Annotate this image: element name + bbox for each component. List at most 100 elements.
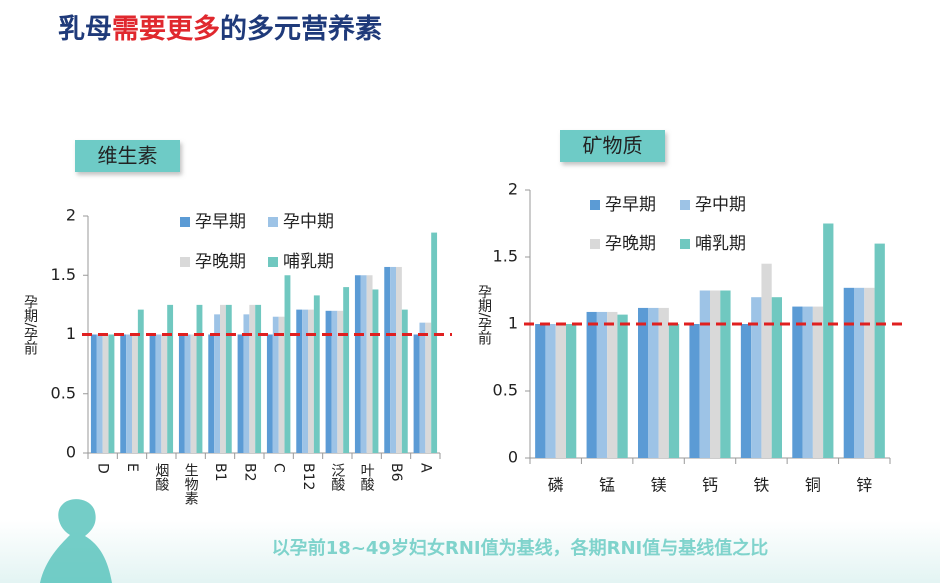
bar xyxy=(843,287,854,458)
legend-label: 孕晚期 xyxy=(605,234,656,254)
x-tick-label: E xyxy=(124,463,140,472)
bar xyxy=(155,334,162,453)
bar xyxy=(284,275,291,453)
y-tick-label: 0 xyxy=(508,448,518,467)
legend-swatch xyxy=(680,239,690,249)
x-tick-label: B2 xyxy=(241,463,257,482)
bar xyxy=(249,304,256,453)
x-tick-label: D xyxy=(95,463,111,474)
x-tick-label: 锌 xyxy=(856,476,872,495)
bar xyxy=(354,275,361,453)
bar xyxy=(812,306,824,458)
bar xyxy=(425,322,432,453)
y-tick-label: 1.5 xyxy=(51,265,76,284)
bar xyxy=(255,304,262,453)
legend-label: 孕晚期 xyxy=(195,252,246,272)
legend-swatch xyxy=(590,200,600,210)
bottom-band xyxy=(0,520,940,583)
bar xyxy=(710,290,721,458)
legend-swatch xyxy=(268,257,278,267)
bar xyxy=(196,304,203,453)
bar xyxy=(864,287,875,458)
bar xyxy=(161,334,168,453)
bar xyxy=(566,324,577,458)
bar xyxy=(384,266,391,453)
x-tick-label: 镁 xyxy=(651,476,667,495)
bar xyxy=(413,334,420,453)
y-tick-label: 1 xyxy=(508,314,518,333)
x-tick-label: B12 xyxy=(300,463,316,490)
bar xyxy=(689,324,700,458)
bar xyxy=(545,324,556,458)
y-axis-label: 孕期/孕前 xyxy=(22,295,38,357)
bar xyxy=(126,334,132,453)
x-tick-label: 叶酸 xyxy=(359,463,375,491)
bar xyxy=(802,306,813,458)
x-tick-label: B6 xyxy=(388,463,404,482)
bar xyxy=(184,334,191,453)
y-tick-label: 0 xyxy=(66,443,76,462)
bar xyxy=(586,311,597,458)
bar xyxy=(854,287,865,458)
title-highlight: 需要更多 xyxy=(112,14,220,45)
bar xyxy=(302,309,308,453)
chart-title-box xyxy=(75,140,180,172)
x-tick-label: 铜 xyxy=(805,476,821,495)
bar xyxy=(720,290,731,458)
bar xyxy=(419,322,426,453)
bar xyxy=(278,316,285,453)
bar xyxy=(178,334,185,453)
bar xyxy=(296,309,303,453)
x-tick-label: 锰 xyxy=(599,476,615,495)
bar xyxy=(658,307,669,458)
bar xyxy=(638,307,649,458)
bar xyxy=(555,324,566,458)
bar xyxy=(325,310,332,453)
chart-title: 矿物质 xyxy=(583,134,643,158)
bar xyxy=(360,275,367,453)
x-tick-label: 泛酸 xyxy=(329,463,345,491)
y-tick-label: 1.5 xyxy=(493,247,518,266)
chart-title: 维生素 xyxy=(98,144,158,168)
bar xyxy=(431,232,438,453)
bar xyxy=(751,297,762,458)
x-tick-label: C xyxy=(271,463,287,473)
bar xyxy=(167,304,174,453)
x-tick-label: B1 xyxy=(212,463,228,482)
y-tick-label: 2 xyxy=(508,180,518,199)
x-tick-label: 钙 xyxy=(702,476,718,495)
legend-label: 孕早期 xyxy=(195,212,246,232)
bar xyxy=(96,334,103,453)
bar xyxy=(668,324,680,458)
y-tick-label: 0.5 xyxy=(51,383,76,402)
y-tick-label: 0.5 xyxy=(493,381,518,400)
bar xyxy=(313,295,320,453)
bar xyxy=(607,311,618,458)
y-tick-label: 1 xyxy=(66,324,76,343)
legend-label: 孕中期 xyxy=(695,195,746,215)
legend-label: 哺乳期 xyxy=(695,234,746,254)
bar xyxy=(120,334,127,453)
legend-swatch xyxy=(180,257,190,267)
bar xyxy=(617,314,628,458)
page-title: 乳母需要更多的多元营养素 xyxy=(58,13,382,45)
bar xyxy=(337,310,344,453)
bar xyxy=(190,334,197,453)
bar xyxy=(343,287,350,453)
chart-title-box xyxy=(560,130,665,162)
bar xyxy=(596,311,608,458)
legend-label: 孕中期 xyxy=(283,212,334,232)
bar xyxy=(237,334,244,453)
legend-swatch xyxy=(680,200,690,210)
bar xyxy=(372,289,379,453)
bar xyxy=(225,304,232,453)
y-tick-label: 2 xyxy=(66,206,76,225)
x-tick-label: 铁 xyxy=(753,476,769,495)
bar xyxy=(308,309,314,453)
bar xyxy=(272,316,279,453)
bar xyxy=(149,334,156,453)
y-axis-label: 孕期/孕前 xyxy=(476,285,492,347)
legend-swatch xyxy=(180,217,190,227)
